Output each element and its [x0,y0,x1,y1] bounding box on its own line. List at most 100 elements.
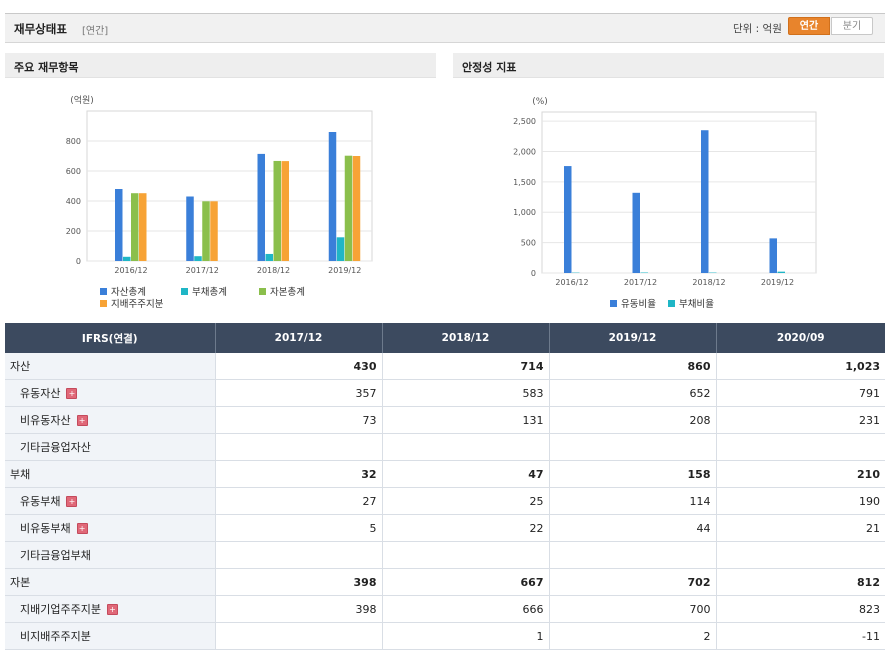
bar-2 [194,256,202,261]
bar-1 [186,196,194,261]
value-cell [715,541,885,569]
value-cell: 791 [715,379,885,407]
table-row: 자본 398 667 702 812 [5,568,885,596]
bar-1 [257,153,265,261]
legend-label: 부채비율 [679,299,714,310]
legend-swatch [100,300,107,307]
row-label: 자산 [10,360,31,373]
row-label-cell: 자산 [5,353,215,380]
bar-1 [632,192,640,273]
y-tick-label: 2,000 [513,147,536,156]
value-cell: 652 [548,379,716,407]
expand-row-icon[interactable]: + [76,523,88,534]
header-label: IFRS(연결) [5,323,215,353]
value-cell: 700 [548,595,716,623]
expand-row-icon[interactable]: + [106,604,118,615]
x-tick-label: 2018/12 [692,278,725,287]
y-tick-label: 2,500 [513,117,536,126]
legend-swatch [610,300,617,307]
value-cell: 210 [715,460,885,488]
y-tick-label: 200 [66,227,81,236]
row-label-cell: 지배기업주주지분 + [5,595,215,623]
value-cell: 190 [715,487,885,515]
y-tick-label: 1,500 [513,178,536,187]
expand-row-icon[interactable]: + [66,496,78,507]
period-tag: [연간] [82,26,109,37]
value-cell: 22 [381,514,549,542]
toggle-annual-button[interactable]: 연간 [788,17,830,35]
y-tick-label: 1,000 [513,208,536,217]
value-cell: 131 [381,406,549,434]
row-label: 자본 [10,576,31,589]
table-row: 기타금융업자산 [5,433,885,461]
row-label-cell: 비유동부채 + [5,514,215,542]
row-label: 유동자산 [20,387,61,400]
legend-swatch [668,300,675,307]
stability-chart: 0 500 1,000 1,500 2,000 2,500 (%) 2016/12 2017/1… [513,97,817,310]
value-cell: 430 [214,353,382,380]
value-cell: 398 [214,568,382,596]
legend-label: 자본총계 [270,286,305,298]
x-tick-label: 2017/12 [624,278,657,287]
value-cell: -11 [715,622,885,650]
value-cell: 1,023 [715,353,885,380]
y-tick-label: 0 [531,269,536,278]
legend-label: 유동비율 [621,299,656,310]
financial-items-chart: 0 200 400 600 800 (억원) 2016/12 2017/12 2018/12 20… [66,94,373,310]
value-cell: 21 [715,514,885,542]
row-label: 유동부채 [20,495,61,508]
row-label: 부채 [10,468,31,481]
expand-row-icon[interactable]: + [66,388,78,399]
value-cell: 231 [715,406,885,434]
value-cell: 666 [381,595,549,623]
row-label-cell: 기타금융업부채 [5,541,215,569]
value-cell: 47 [381,460,549,488]
legend-swatch [100,288,107,295]
toggle-quarter-button[interactable]: 분기 [831,17,873,35]
value-cell: 73 [214,406,382,434]
value-cell: 1 [381,622,549,650]
bar-4 [139,193,147,261]
row-label: 지배기업주주지분 [20,603,101,616]
row-label-cell: 자본 [5,568,215,596]
value-cell: 25 [381,487,549,515]
left-panel-header: 주요 재무항목 [5,53,436,78]
financial-table: IFRS(연결) 2017/12 2018/12 2019/12 2020/09… [5,323,885,650]
bar-3 [131,193,139,261]
value-cell: 2 [548,622,716,650]
x-tick-label: 2019/12 [328,266,361,275]
value-cell: 398 [214,595,382,623]
row-label-cell: 유동부채 + [5,487,215,515]
row-label-cell: 기타금융업자산 [5,433,215,461]
table-row: 자산 430 714 860 1,023 [5,353,885,380]
unit-label: 단위 : 억원 [733,23,782,35]
value-cell: 44 [548,514,716,542]
table-row: 유동부채 +27 25 114 190 [5,487,885,515]
value-cell [548,541,716,569]
legend-label: 부채총계 [192,286,227,298]
row-label-cell: 부채 [5,460,215,488]
value-cell: 27 [214,487,382,515]
bar-2 [336,237,345,261]
section-header: 재무상태표 [연간] [5,13,885,43]
bar-3 [202,201,210,261]
value-cell: 357 [214,379,382,407]
bar-2 [123,256,131,261]
y-tick-label: 600 [66,167,81,176]
x-tick-label: 2016/12 [555,278,588,287]
header-period: 2019/12 [548,323,716,353]
expand-row-icon[interactable]: + [76,415,88,426]
bar-1 [701,130,709,273]
row-label-cell: 비지배주주지분 [5,622,215,650]
y-tick-label: 0 [76,257,81,266]
bar-2 [777,271,785,273]
y-tick-label: 800 [66,137,81,146]
x-tick-label: 2017/12 [186,266,219,275]
legend-label: 지배주주지분 [111,299,164,310]
value-cell [214,433,382,461]
row-label: 비유동자산 [20,414,71,427]
value-cell: 714 [381,353,549,380]
y-tick-label: 500 [521,239,536,248]
value-cell [381,433,549,461]
value-cell: 702 [548,568,716,596]
